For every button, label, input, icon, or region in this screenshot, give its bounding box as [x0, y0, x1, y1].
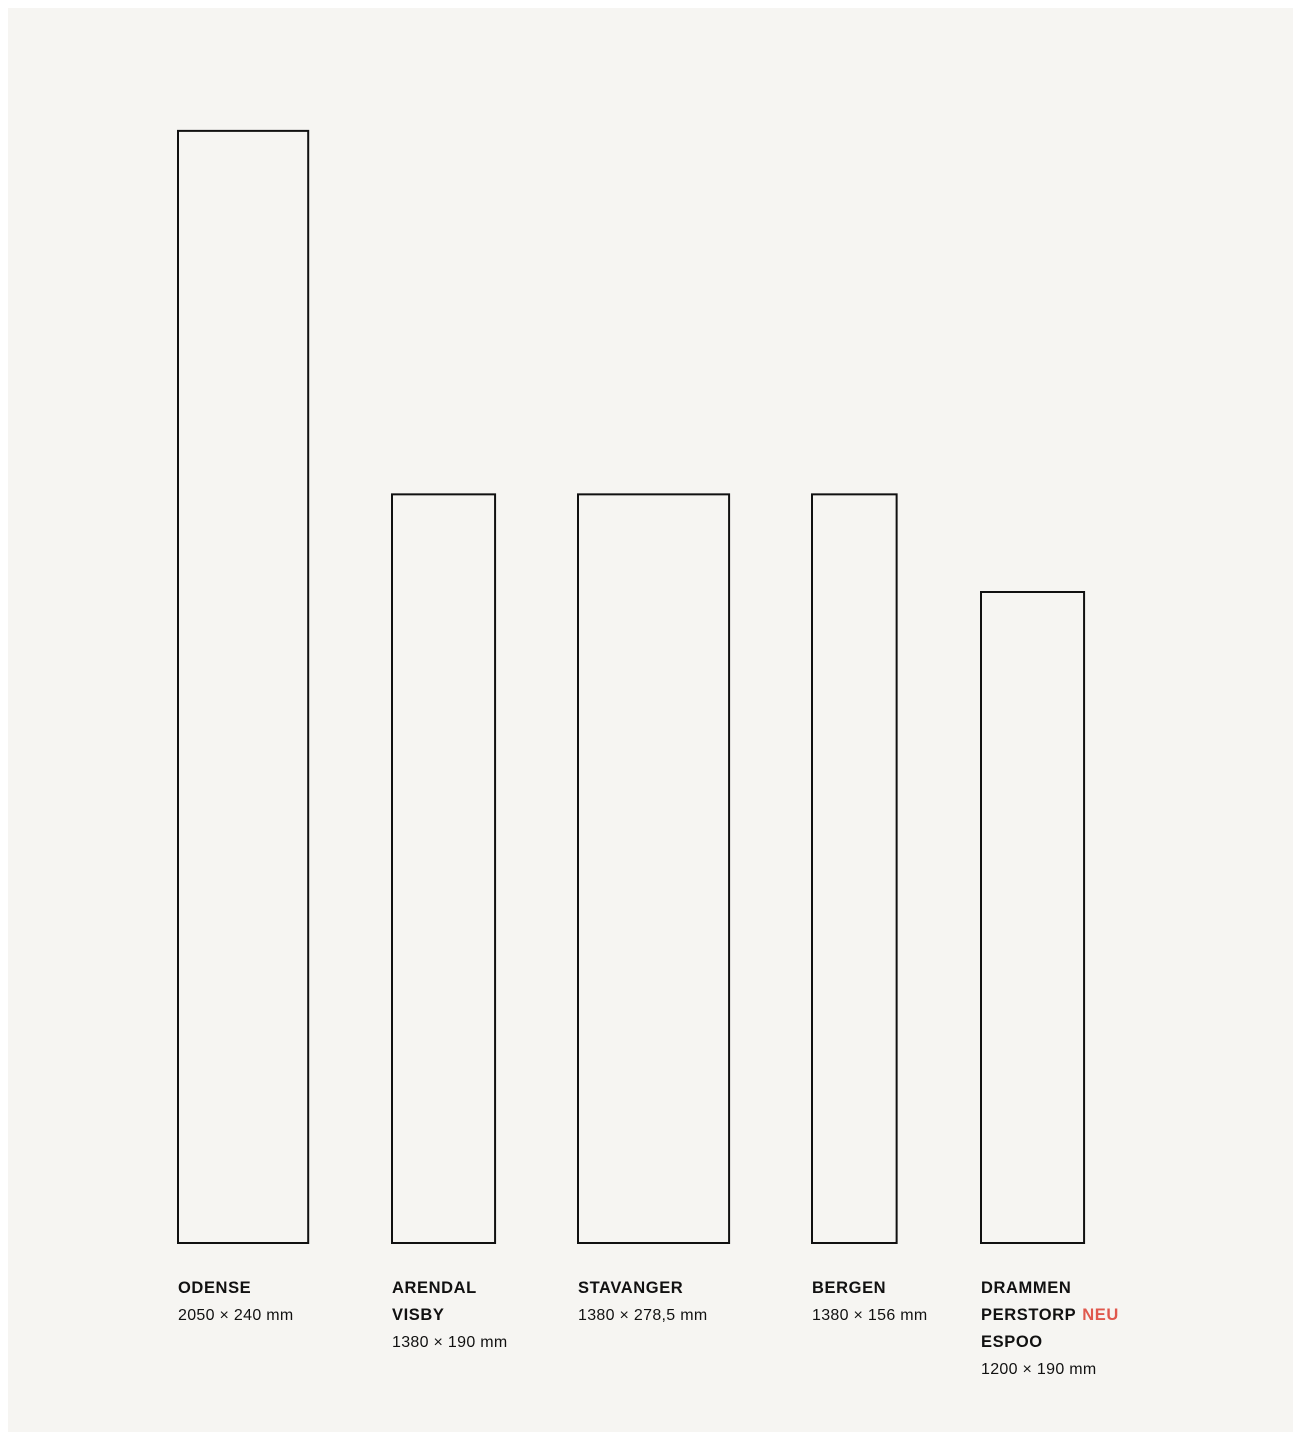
- plank-dimensions: 1200 × 190 mm: [981, 1361, 1097, 1378]
- plank-name-label: ODENSE: [178, 1279, 252, 1297]
- plank-name-label: PERSTORP: [981, 1306, 1077, 1324]
- plank-outline: [177, 129, 310, 1244]
- plank-dimensions: 1380 × 190 mm: [392, 1334, 508, 1351]
- plank-name-label: BERGEN: [812, 1279, 887, 1297]
- plank-outline: [391, 493, 497, 1245]
- plank-dimensions: 1380 × 278,5 mm: [578, 1307, 708, 1324]
- background-panel: [8, 8, 1293, 1432]
- plank-name: ARENDAL: [392, 1275, 508, 1302]
- new-badge: NEU: [1082, 1306, 1119, 1324]
- plank-caption: ODENSE 2050 × 240 mm: [178, 1275, 294, 1329]
- plank-dimensions: 2050 × 240 mm: [178, 1307, 294, 1324]
- plank-dimensions: 1380 × 156 mm: [812, 1307, 928, 1324]
- plank-caption: ARENDAL VISBY 1380 × 190 mm: [392, 1275, 508, 1356]
- plank-name-label: ARENDAL: [392, 1279, 477, 1297]
- plank-caption: STAVANGER 1380 × 278,5 mm: [578, 1275, 707, 1329]
- plank-outline: [980, 591, 1086, 1244]
- plank-name: PERSTORP NEU: [981, 1302, 1119, 1329]
- plank-outline: [577, 493, 731, 1245]
- plank-name-label: VISBY: [392, 1306, 445, 1324]
- plank-name-label: ESPOO: [981, 1333, 1043, 1351]
- plank-name: STAVANGER: [578, 1275, 707, 1302]
- plank-name-label: DRAMMEN: [981, 1279, 1072, 1297]
- plank-name: BERGEN: [812, 1275, 928, 1302]
- plank-name: DRAMMEN: [981, 1275, 1119, 1302]
- plank-name: ESPOO: [981, 1329, 1119, 1356]
- plank-name: ODENSE: [178, 1275, 294, 1302]
- plank-name-label: STAVANGER: [578, 1279, 684, 1297]
- plank-outline: [811, 493, 898, 1245]
- plank-name: VISBY: [392, 1302, 508, 1329]
- plank-caption: DRAMMEN PERSTORP NEU ESPOO 1200 × 190 mm: [981, 1275, 1119, 1383]
- plank-caption: BERGEN 1380 × 156 mm: [812, 1275, 928, 1329]
